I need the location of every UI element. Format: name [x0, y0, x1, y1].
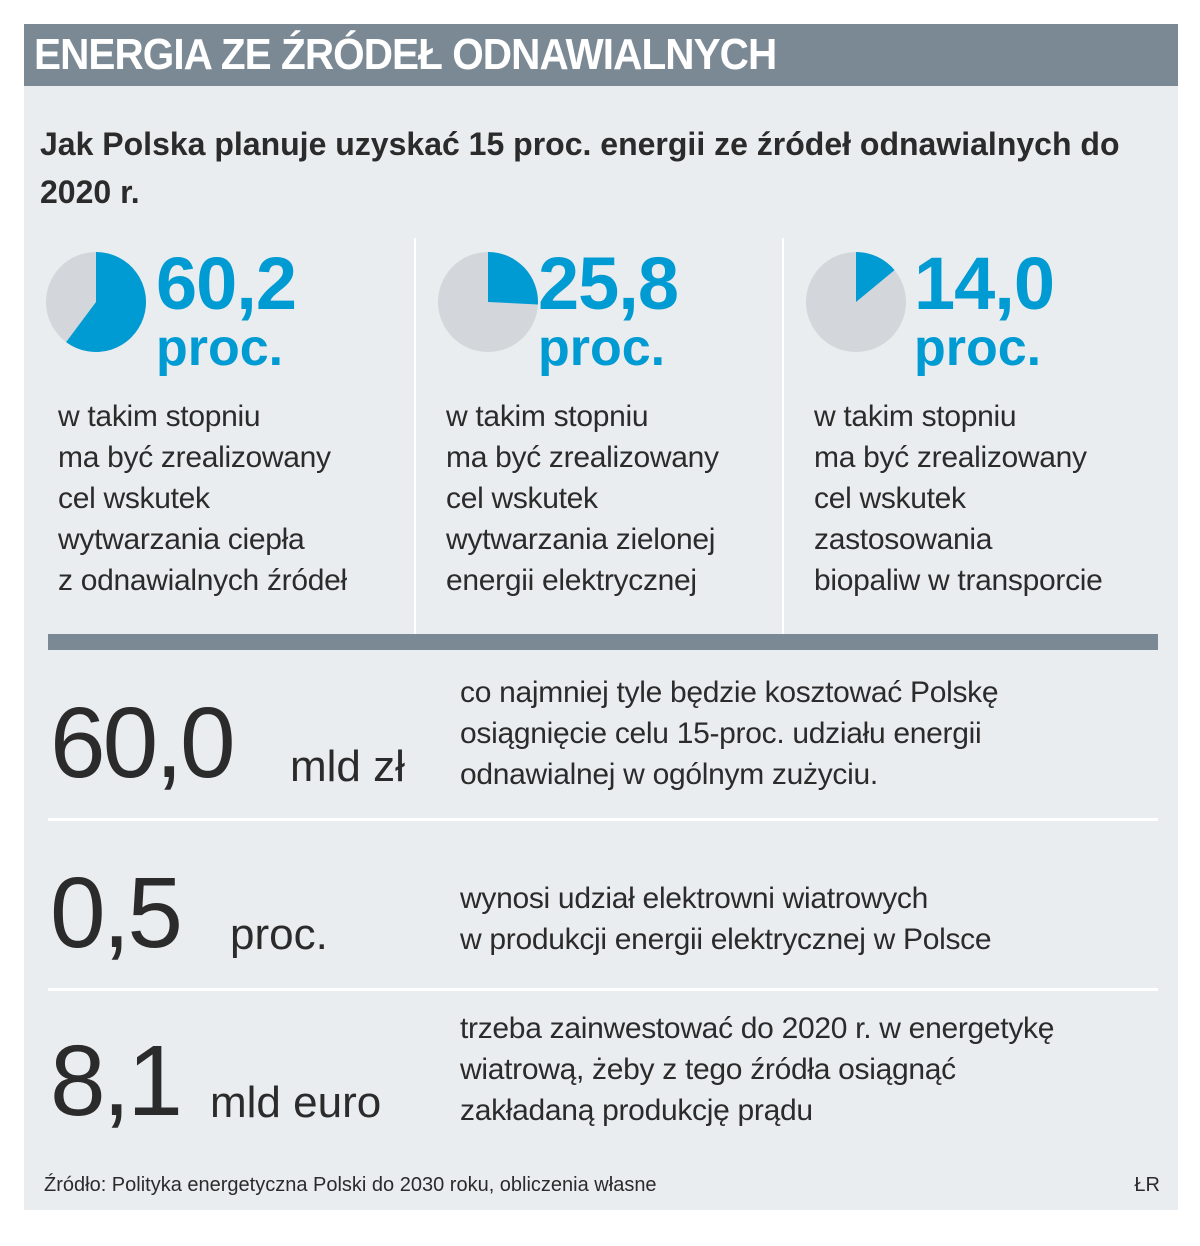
stat-value: 0,5 [50, 857, 183, 969]
stat-value: 60,0 [50, 687, 236, 799]
pie-chart-biofuel [806, 252, 906, 352]
pie-description: w takim stopniu ma być zrealizowany cel … [446, 400, 719, 597]
pie-description: w takim stopniu ma być zrealizowany cel … [814, 400, 1103, 597]
row-divider [48, 988, 1158, 991]
author-credit: ŁR [1134, 1174, 1160, 1196]
pie-value-label: 25,8 [538, 242, 679, 325]
pie-value-label: 60,2 [156, 242, 297, 325]
row-divider [48, 818, 1158, 821]
pie-chart-heat [46, 252, 146, 352]
stat-unit: mld zł [290, 742, 405, 791]
pie-unit-label: proc. [914, 319, 1042, 377]
stat-description: co najmniej tyle będzie kosztować Polskę… [460, 676, 999, 791]
chart-subtitle: Jak Polska planuje uzyskać 15 proc. ener… [40, 126, 1120, 210]
stat-description: wynosi udział elektrowni wiatrowych w pr… [460, 882, 992, 956]
page-title: ENERGIA ZE ŹRÓDEŁ ODNAWIALNYCH [34, 30, 777, 79]
header-bar: ENERGIA ZE ŹRÓDEŁ ODNAWIALNYCH [24, 24, 1178, 86]
source-note: Źródło: Polityka energetyczna Polski do … [44, 1174, 657, 1196]
pie-slice [66, 252, 146, 352]
pie-chart-electricity [438, 252, 539, 352]
pie-unit-label: proc. [156, 319, 284, 377]
stat-value: 8,1 [50, 1025, 183, 1137]
stat-unit: proc. [230, 910, 328, 959]
column-divider [414, 238, 416, 634]
pie-slice [856, 252, 895, 302]
section-divider [48, 634, 1158, 650]
stat-description: trzeba zainwestować do 2020 r. w energet… [460, 1012, 1055, 1127]
column-divider [782, 238, 784, 634]
pie-unit-label: proc. [538, 319, 666, 377]
pie-description: w takim stopniu ma być zrealizowany cel … [58, 400, 347, 597]
stat-unit: mld euro [210, 1078, 382, 1127]
pie-slice [488, 252, 539, 305]
infographic-panel: ENERGIA ZE ŹRÓDEŁ ODNAWIALNYCH Jak Polsk… [24, 24, 1178, 1210]
pie-value-label: 14,0 [914, 242, 1055, 325]
